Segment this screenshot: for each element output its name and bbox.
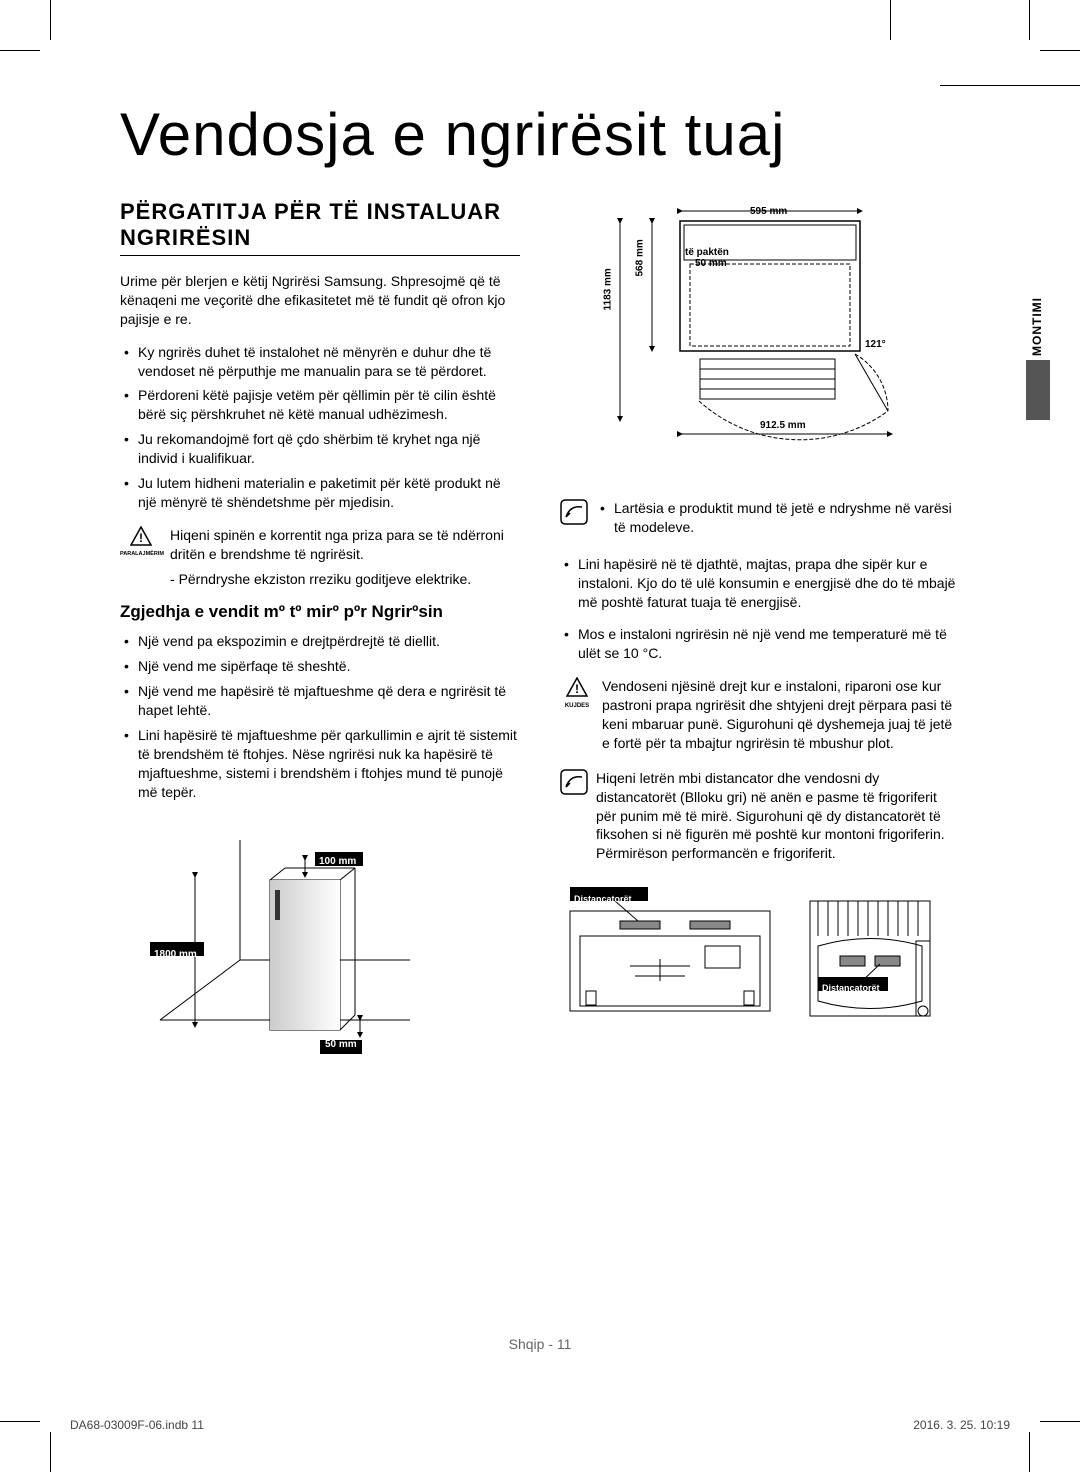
note-row: Lartësia e produktit mund të jetë e ndry… xyxy=(560,499,960,543)
dim-bottom: 50 mm xyxy=(325,1039,375,1050)
door-swing-figure: 595 mm 1183 mm 568 mm të paktën 50 mm 12… xyxy=(560,199,960,541)
dim-height: 1800 mm xyxy=(154,949,204,960)
bullet: Një vend pa ekspozimin e drejtpërdrejtë … xyxy=(124,632,520,651)
subheading: Zgjedhja e vendit mº tº mirº pºr Ngrirºs… xyxy=(120,602,520,622)
section-heading: PËRGATITJA PËR TË INSTALUAR NGRIRËSIN xyxy=(120,199,520,256)
note-text: Lartësia e produktit mund të jetë e ndry… xyxy=(600,499,960,537)
svg-text:!: ! xyxy=(575,682,579,696)
bullet: Një vend me hapësirë të mjaftueshme që d… xyxy=(124,682,520,720)
placement-bullets: Një vend pa ekspozimin e drejtpërdrejtë … xyxy=(120,632,520,801)
caution-text: Vendoseni njësinë drejt kur e instaloni,… xyxy=(602,677,960,753)
page-title: Vendosja e ngrirësit tuaj xyxy=(120,100,960,169)
dim-gap: të paktën xyxy=(685,247,745,258)
bullet: Ju rekomandojmë fort që çdo shërbim të k… xyxy=(124,430,520,468)
warning-row: ! PARALAJMËRIM Hiqeni spinën e korrentit… xyxy=(120,526,520,564)
bullet: Një vend me sipërfaqe të sheshtë. xyxy=(124,657,520,676)
footer-timestamp: 2016. 3. 25. 10:19 xyxy=(913,1418,1010,1432)
svg-text:!: ! xyxy=(139,531,143,545)
warning-sublist: Përndryshe ekziston rreziku goditjeve el… xyxy=(120,570,520,589)
note2-row: Hiqeni letrën mbi distancator dhe vendos… xyxy=(560,769,960,863)
caution-row: ! KUJDES Vendoseni njësinë drejt kur e i… xyxy=(560,677,960,753)
bullet: Mos e instaloni ngrirësin në një vend me… xyxy=(564,625,960,663)
note2-text: Hiqeni letrën mbi distancator dhe vendos… xyxy=(596,769,960,863)
install-bullets: Ky ngrirës duhet të instalohet në mënyrë… xyxy=(120,343,520,512)
note-icon xyxy=(560,769,588,800)
note-icon xyxy=(560,499,588,530)
warning-text: Hiqeni spinën e korrentit nga priza para… xyxy=(170,526,520,564)
bullet: Lini hapësirë të mjaftueshme për qarkull… xyxy=(124,726,520,802)
side-tab-label: MONTIMI xyxy=(1026,300,1050,360)
dim-gap2: 50 mm xyxy=(695,258,1080,269)
page-number: Shqip - 11 xyxy=(0,1336,1080,1352)
dim-w: 595 mm xyxy=(750,206,1080,217)
caution-icon: ! KUJDES xyxy=(560,677,594,710)
clearance-figure: 1800 mm 100 mm 50 mm xyxy=(120,820,520,1098)
bullet: Lini hapësirë në të djathtë, majtas, pra… xyxy=(564,555,960,612)
warning-icon: ! PARALAJMËRIM xyxy=(120,526,162,558)
spacer-figure: Distancatorët Distancatorët xyxy=(560,881,960,1056)
intro-text: Urime për blerjen e këtij Ngrirësi Samsu… xyxy=(120,272,520,329)
spacer-label-2: Distancatorët xyxy=(822,983,892,993)
bullet: Ju lutem hidheni materialin e paketimit … xyxy=(124,474,520,512)
dim-angle: 121° xyxy=(865,339,1080,350)
side-tab: MONTIMI xyxy=(1026,300,1050,500)
right-bullets: Lini hapësirë në të djathtë, majtas, pra… xyxy=(560,555,960,612)
spacer-label-1: Distancatorët xyxy=(574,894,644,904)
dim-inner-h: 568 mm xyxy=(635,0,646,277)
dim-depth: 912.5 mm xyxy=(760,420,1080,431)
footer-filename: DA68-03009F-06.indb 11 xyxy=(70,1418,204,1432)
dim-top: 100 mm xyxy=(319,856,369,867)
dim-outer-h: 1183 mm xyxy=(603,0,614,311)
bullet: Ky ngrirës duhet të instalohet në mënyrë… xyxy=(124,343,520,381)
bullet: Përdoreni këtë pajisje vetëm për qëllimi… xyxy=(124,386,520,424)
